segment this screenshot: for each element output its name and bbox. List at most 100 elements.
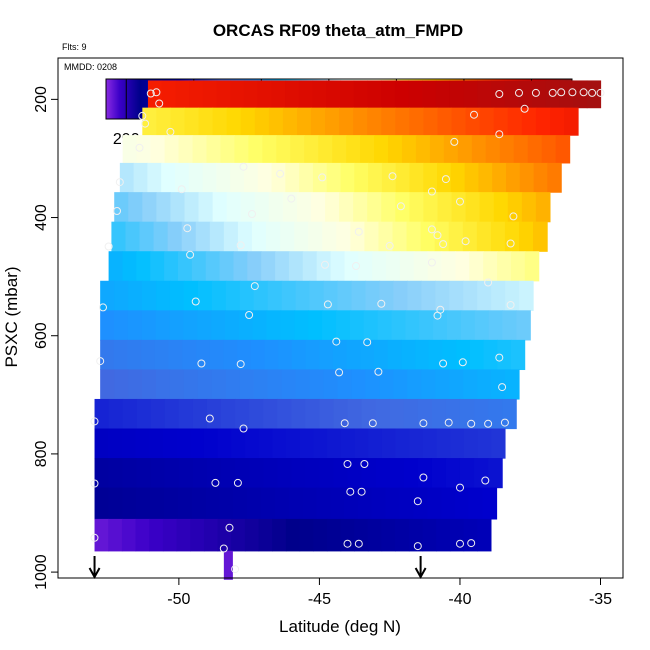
- heatmap-cell: [267, 369, 283, 400]
- heatmap-cell: [388, 135, 403, 164]
- heatmap-cell: [272, 518, 287, 552]
- measurement-point: [450, 137, 459, 146]
- heatmap-cell: [211, 280, 227, 311]
- heatmap-cell: [423, 107, 439, 136]
- heatmap-cell: [177, 487, 193, 520]
- heatmap-cell: [149, 428, 164, 459]
- heatmap-cell: [427, 487, 442, 520]
- heatmap-cell: [113, 339, 129, 371]
- heatmap-cell: [216, 80, 231, 109]
- heatmap-cell: [298, 80, 314, 109]
- heatmap-cell: [407, 280, 422, 311]
- heatmap-cell: [344, 251, 359, 282]
- measurement-point: [427, 225, 436, 234]
- heatmap-cell: [541, 135, 557, 164]
- heatmap-cell: [176, 428, 191, 459]
- heatmap-cell: [285, 80, 300, 109]
- heatmap-cell: [327, 428, 342, 459]
- heatmap-cell: [555, 135, 571, 164]
- heatmap-cell: [442, 339, 457, 371]
- heatmap-cell: [205, 251, 221, 282]
- heatmap-cell: [519, 280, 534, 311]
- heatmap-cell: [422, 518, 437, 552]
- measurement-point: [239, 162, 248, 171]
- heatmap-cell: [262, 135, 277, 164]
- heatmap-cell: [220, 135, 235, 164]
- heatmap-cell: [367, 518, 383, 552]
- measurement-point: [413, 497, 422, 506]
- heatmap-cell: [395, 162, 411, 193]
- heatmap-cell: [192, 458, 208, 489]
- heatmap-cell: [510, 251, 526, 282]
- heatmap-cell: [535, 107, 551, 136]
- measurement-point: [495, 130, 504, 139]
- heatmap-cell: [415, 135, 431, 164]
- heatmap-cell: [127, 339, 142, 371]
- measurement-point: [354, 227, 363, 236]
- heatmap-cell: [235, 458, 250, 489]
- heatmap-cell: [163, 487, 179, 520]
- heatmap-cell: [393, 280, 408, 311]
- heatmap-cell: [122, 135, 138, 164]
- heatmap-cell: [149, 518, 164, 552]
- heatmap-cell: [549, 107, 565, 136]
- heatmap-cell: [182, 339, 197, 371]
- heatmap-cell: [197, 310, 212, 341]
- heatmap-cell: [326, 518, 342, 552]
- heatmap-cell: [278, 339, 293, 371]
- heatmap-cell: [198, 107, 214, 136]
- measurement-points: [90, 88, 605, 574]
- heatmap-cell: [377, 310, 393, 341]
- heatmap-cell: [155, 310, 171, 341]
- heatmap-cell: [299, 428, 315, 459]
- measurement-point: [531, 88, 540, 97]
- heatmap-cell: [164, 135, 180, 164]
- heatmap-cell: [401, 135, 417, 164]
- heatmap-cell: [254, 192, 270, 223]
- heatmap-cell: [167, 221, 183, 252]
- heatmap-cell: [184, 107, 200, 136]
- heatmap-cell: [122, 398, 138, 430]
- heatmap-cell: [490, 80, 506, 109]
- heatmap-cell: [559, 80, 574, 109]
- heatmap-cell: [100, 280, 115, 311]
- measurement-point: [138, 111, 147, 120]
- heatmap-cell: [234, 135, 249, 164]
- heatmap-cell: [322, 221, 337, 252]
- heatmap-cell: [431, 398, 447, 430]
- heatmap-cell: [247, 251, 262, 282]
- measurement-point: [427, 187, 436, 196]
- measurement-point: [456, 483, 464, 492]
- heatmap-cell: [192, 398, 208, 430]
- heatmap-cell: [337, 369, 353, 400]
- heatmap-cell: [114, 280, 129, 311]
- measurement-point: [197, 359, 206, 368]
- heatmap-cell: [205, 487, 220, 520]
- heatmap-cell: [323, 280, 339, 311]
- heatmap-cells: [94, 80, 602, 580]
- heatmap-cell: [325, 107, 340, 136]
- measurement-point: [377, 299, 386, 308]
- measurement-point: [368, 419, 377, 428]
- heatmap-cell: [139, 221, 155, 252]
- measurement-point: [357, 487, 366, 496]
- heatmap-cell: [434, 221, 450, 252]
- heatmap-cell: [294, 310, 309, 341]
- measurement-point: [233, 478, 242, 487]
- heatmap-cell: [150, 135, 166, 164]
- heatmap-cell: [403, 398, 419, 430]
- heatmap-cell: [280, 310, 295, 341]
- measurement-point: [141, 119, 150, 128]
- y-axis-label: PSXC (mbar): [2, 266, 21, 367]
- heatmap-cell: [156, 192, 172, 223]
- heatmap-cell: [462, 221, 478, 252]
- heatmap-cell: [184, 192, 200, 223]
- heatmap-cell: [463, 80, 478, 109]
- heatmap-cell: [136, 487, 151, 520]
- heatmap-cell: [206, 458, 222, 489]
- heatmap-cell: [513, 135, 529, 164]
- heatmap-cell: [162, 428, 178, 459]
- heatmap-cell: [225, 369, 241, 400]
- heatmap-cell: [181, 221, 197, 252]
- measurement-point: [506, 239, 515, 248]
